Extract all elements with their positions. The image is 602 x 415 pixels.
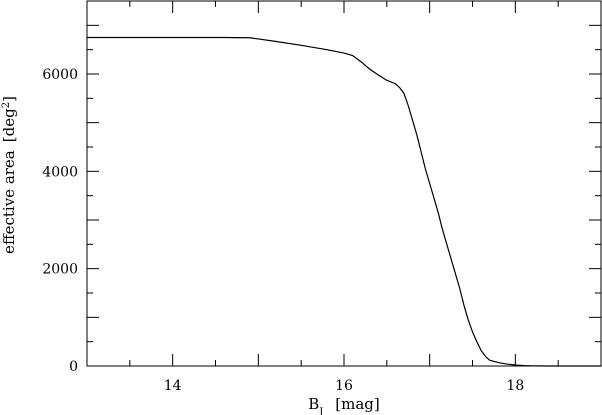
plot-frame bbox=[86, 0, 602, 367]
x-axis-label-main: B bbox=[308, 395, 319, 413]
x-axis-label-sub: J bbox=[318, 407, 323, 415]
x-tick-label: 14 bbox=[164, 378, 182, 394]
y-tick-label: 4000 bbox=[42, 164, 78, 180]
effective-area-curve bbox=[87, 36, 601, 367]
x-axis-label: BJ [mag] bbox=[308, 395, 380, 415]
x-tick-label: 18 bbox=[506, 378, 524, 394]
axis-ticks bbox=[86, 0, 602, 367]
x-axis-label-unit: [mag] bbox=[335, 395, 379, 413]
y-axis-label-unit-open: [deg bbox=[0, 108, 18, 142]
x-tick-label: 16 bbox=[335, 378, 353, 394]
y-tick-label: 0 bbox=[69, 359, 78, 375]
y-tick-label: 2000 bbox=[42, 262, 78, 278]
y-axis-label-unit-close: ] bbox=[0, 96, 18, 102]
tick-labels: 14 16 18 0 2000 4000 6000 bbox=[42, 67, 524, 394]
y-axis-label: effective area [deg2] bbox=[0, 96, 18, 254]
y-tick-label: 6000 bbox=[42, 67, 78, 83]
y-axis-label-main: effective area bbox=[0, 150, 18, 254]
y-axis-label-unit-sup: 2 bbox=[1, 102, 12, 108]
